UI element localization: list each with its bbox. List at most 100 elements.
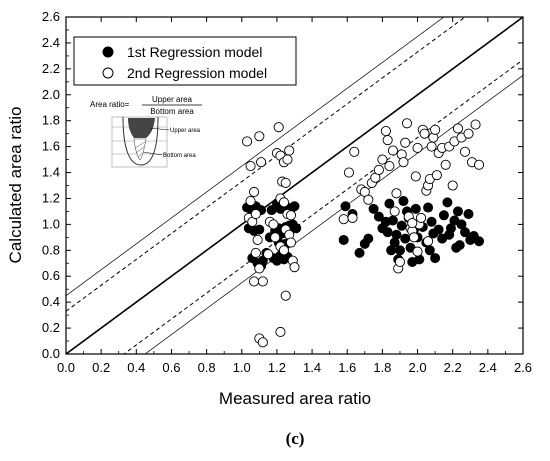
x-tick-label: 0.4 <box>127 360 145 375</box>
x-tick-label: 1.6 <box>338 360 356 375</box>
data-points <box>241 118 485 348</box>
panel-label: (c) <box>286 429 305 448</box>
point-2nd-regression <box>430 124 441 135</box>
x-axis-title: Measured area ratio <box>219 389 371 408</box>
point-1st-regression <box>254 224 265 235</box>
point-2nd-regression <box>400 137 411 148</box>
y-tick-label: 1.6 <box>42 139 60 154</box>
y-tick-label: 0.2 <box>42 320 60 335</box>
point-2nd-regression <box>382 135 393 146</box>
point-1st-regression <box>433 224 444 235</box>
point-2nd-regression <box>474 159 485 170</box>
inset-hatch-2 <box>135 146 145 154</box>
point-2nd-regression <box>249 186 260 198</box>
point-2nd-regression <box>452 123 464 134</box>
point-2nd-regression <box>268 219 279 230</box>
y-tick-label: 0.4 <box>42 294 60 309</box>
point-1st-regression <box>384 198 395 209</box>
point-2nd-regression <box>254 263 265 274</box>
y-tick-label: 0.0 <box>42 346 60 361</box>
point-1st-regression <box>386 245 397 256</box>
point-2nd-regression <box>257 276 268 287</box>
point-1st-regression <box>454 240 465 251</box>
point-1st-regression <box>340 201 351 212</box>
point-2nd-regression <box>391 188 402 199</box>
point-2nd-regression <box>270 232 281 243</box>
inset-hatch-3 <box>137 152 143 159</box>
point-2nd-regression <box>263 249 274 260</box>
x-tick-label: 1.0 <box>233 360 251 375</box>
x-tick-label: 2.2 <box>444 360 462 375</box>
point-2nd-regression <box>280 290 291 301</box>
point-2nd-regression <box>282 154 293 165</box>
point-2nd-regression <box>447 180 458 191</box>
point-2nd-regression <box>250 247 261 258</box>
point-2nd-regression <box>289 262 300 273</box>
point-2nd-regression <box>349 146 360 157</box>
point-2nd-regression <box>440 159 451 170</box>
y-tick-label: 2.6 <box>42 9 60 24</box>
point-2nd-regression <box>278 245 290 256</box>
reference-line-solid-thin-3 <box>66 17 445 296</box>
point-2nd-regression <box>419 128 430 139</box>
x-tick-label: 0.8 <box>198 360 216 375</box>
point-2nd-regression <box>284 145 295 156</box>
inset-bottom-area <box>133 138 147 161</box>
point-2nd-regression <box>338 214 349 225</box>
axis-ticks: 0.00.0 0.2 0.2 0.4 0.4 0.6 0.6 0.8 0.8 1.0 1.0 1.2 1… <box>42 9 532 375</box>
point-2nd-regression <box>416 212 427 223</box>
point-1st-regression <box>410 203 421 214</box>
inset-formula-lhs: Area ratio= <box>90 100 130 109</box>
point-2nd-regression <box>278 197 290 208</box>
point-2nd-regression <box>380 126 391 137</box>
inset-hatch-1 <box>134 141 146 149</box>
point-1st-regression <box>354 247 365 258</box>
point-1st-regression <box>338 234 349 245</box>
legend-label-1st: 1st Regression model <box>127 44 262 60</box>
point-1st-regression <box>426 216 437 227</box>
point-2nd-regression <box>275 326 286 338</box>
point-1st-regression <box>291 223 302 234</box>
point-1st-regression <box>438 210 449 221</box>
point-2nd-regression <box>431 170 442 181</box>
point-2nd-regression <box>410 171 421 182</box>
point-1st-regression <box>363 233 374 244</box>
y-tick-label: 1.8 <box>42 113 60 128</box>
point-2nd-regression <box>394 256 406 268</box>
point-1st-regression <box>382 227 393 238</box>
inset-bead-outline <box>122 116 159 166</box>
reference-line-dashed-1 <box>66 17 466 312</box>
x-tick-label: 2.6 <box>514 360 532 375</box>
point-2nd-regression <box>241 136 253 147</box>
x-tick-label: 2.4 <box>479 360 497 375</box>
x-tick-label: 0.0 <box>57 360 75 375</box>
point-2nd-regression <box>245 161 256 172</box>
x-tick-label: 1.8 <box>373 360 391 375</box>
legend-label-2nd: 2nd Regression model <box>127 65 267 81</box>
point-1st-regression <box>430 253 441 264</box>
point-2nd-regression <box>407 218 418 229</box>
point-1st-regression <box>394 245 405 256</box>
point-2nd-regression <box>285 210 297 221</box>
point-1st-regression <box>400 233 411 244</box>
point-2nd-regression <box>373 164 384 175</box>
inset-upper-area <box>128 118 155 138</box>
y-tick-label: 0.8 <box>42 242 60 257</box>
y-tick-label: 2.2 <box>42 61 60 76</box>
point-1st-regression <box>398 196 409 207</box>
inset-upper-pointer <box>149 127 170 131</box>
point-1st-regression <box>387 215 398 226</box>
reference-line-solid-thick-0 <box>66 17 523 354</box>
y-tick-label: 2.4 <box>42 35 60 50</box>
legend-marker-filled <box>102 46 114 58</box>
y-axis-title: Calculated area ratio <box>6 107 25 264</box>
point-2nd-regression <box>377 154 388 165</box>
x-tick-label: 2.0 <box>408 360 426 375</box>
point-2nd-regression <box>254 131 265 142</box>
inset-bottom-pointer <box>142 151 163 156</box>
x-tick-label: 0.2 <box>92 360 110 375</box>
x-tick-label: 0.6 <box>162 360 180 375</box>
point-1st-regression <box>396 220 407 231</box>
point-2nd-regression <box>412 246 423 257</box>
x-tick-label: 1.2 <box>268 360 286 375</box>
